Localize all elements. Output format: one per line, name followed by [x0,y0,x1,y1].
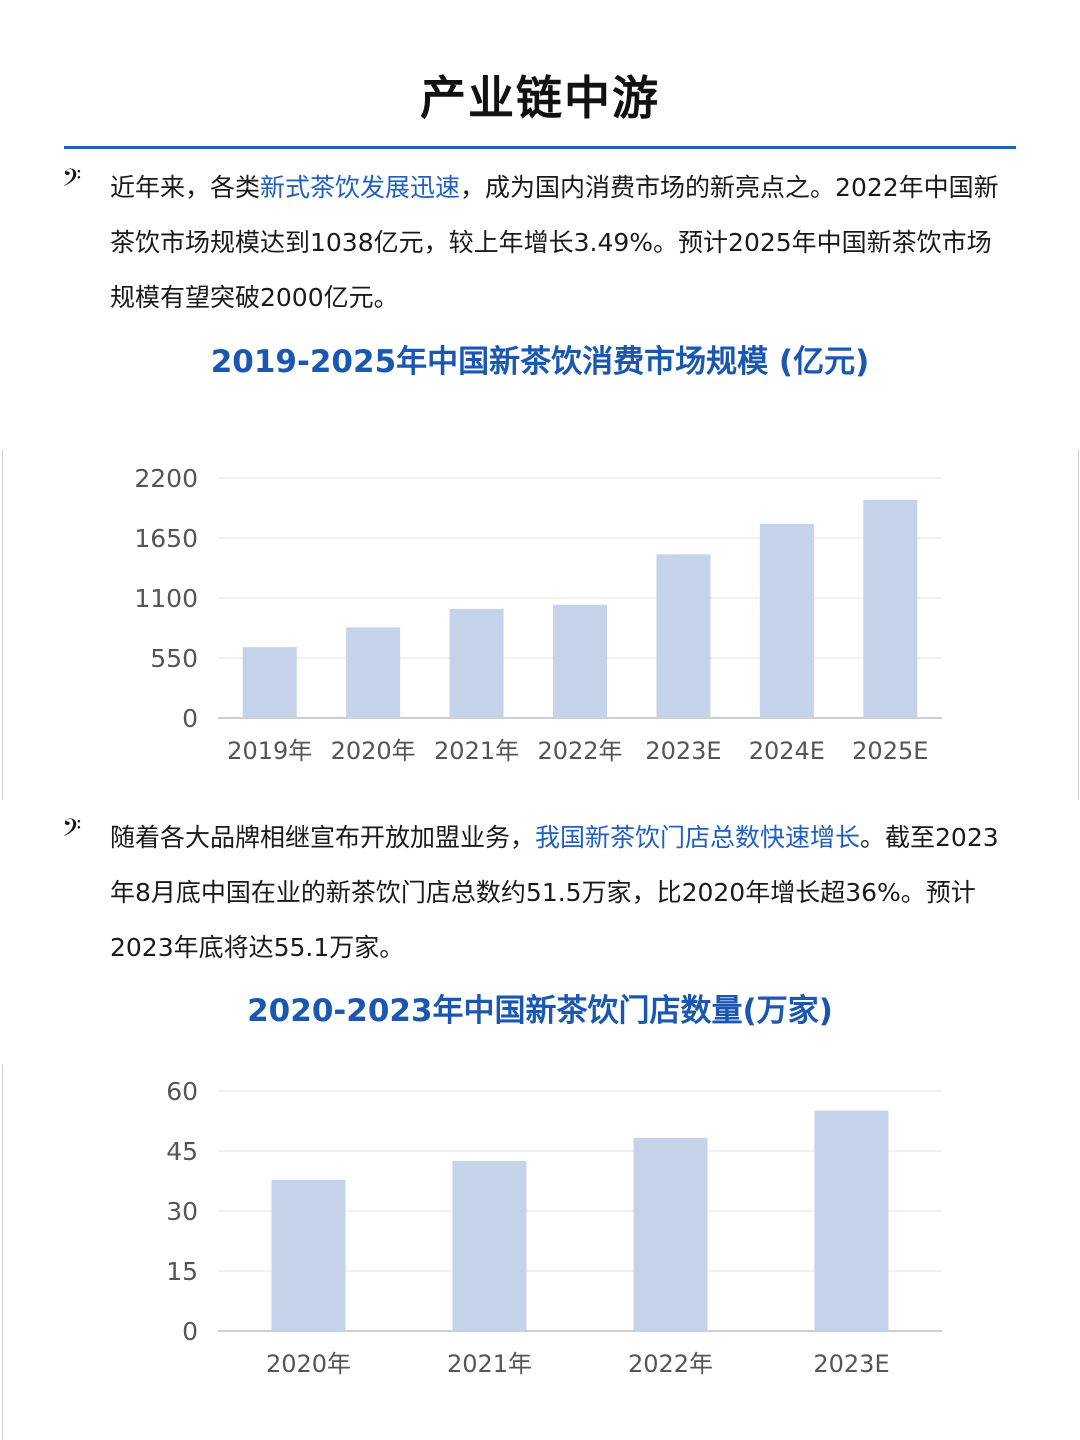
y-tick-label: 1100 [134,584,198,613]
paragraph-text-before: 随着各大品牌相继宣布开放加盟业务， [110,823,536,852]
x-tick-label: 2021年 [434,737,519,765]
bar [271,1179,346,1331]
bar [814,1110,889,1331]
paragraph-text: 随着各大品牌相继宣布开放加盟业务，我国新茶饮门店总数快速增长。截至2023年8月… [110,810,1016,975]
x-tick-label: 2020年 [331,737,416,765]
bar [553,604,607,718]
paragraph-text-after: 。截至2023年8月底中国在业的新茶饮门店总数约51.5万家，比2020年增长超… [110,823,999,962]
y-tick-label: 45 [166,1137,198,1166]
paragraph-text: 近年来，各类新式茶饮发展迅速，成为国内消费市场的新亮点之。2022年中国新茶饮市… [110,160,1016,325]
paragraph-store-count: 𝄢 随着各大品牌相继宣布开放加盟业务，我国新茶饮门店总数快速增长。截至2023年… [62,810,1016,975]
x-tick-label: 2022年 [628,1350,713,1378]
paragraph-market-size: 𝄢 近年来，各类新式茶饮发展迅速，成为国内消费市场的新亮点之。2022年中国新茶… [62,160,1016,325]
y-tick-label: 1650 [134,524,198,553]
chart-frame-left [2,1065,3,1440]
x-tick-label: 2023E [813,1350,889,1378]
bar [656,554,711,718]
bass-clef-icon: 𝄢 [62,814,82,849]
bar [452,1161,527,1331]
y-tick-label: 15 [166,1257,198,1286]
title-divider [64,146,1016,149]
paragraph-highlight: 新式茶饮发展迅速 [260,173,461,202]
store-count-chart: 0 15 30 45 60 2020年 2021年 2022年 2023E [166,1077,942,1378]
y-tick-label: 60 [166,1077,198,1106]
bar [346,627,401,718]
market-size-chart: 0 550 1100 1650 2200 2019年 2020年 2021年 2022年 2023… [134,464,942,765]
x-tick-label: 2020年 [266,1350,351,1378]
x-tick-label: 2023E [645,737,721,765]
chart-title-market-size: 2019-2025年中国新茶饮消费市场规模 (亿元) [210,344,870,380]
chart-frame-left [2,450,3,800]
bar [242,647,297,718]
y-tick-label: 550 [150,644,198,673]
x-tick-label: 2022年 [537,737,622,765]
x-tick-label: 2019年 [227,737,312,765]
bar [759,523,814,718]
y-tick-label: 30 [166,1197,198,1226]
x-tick-label: 2024E [749,737,825,765]
paragraph-highlight: 我国新茶饮门店总数快速增长 [535,823,861,852]
paragraph-text-before: 近年来，各类 [110,173,261,202]
chart-frame-right [1078,450,1079,800]
bar [449,608,504,718]
bar [863,499,918,718]
paragraph-text-after: ，成为国内消费市场的新亮点之。2022年中国新茶饮市场规模达到1038亿元，较上… [110,173,999,312]
y-tick-label: 0 [182,704,198,733]
bar [633,1137,708,1331]
page-title: 产业链中游 [420,71,660,125]
y-tick-label: 2200 [134,464,198,493]
x-tick-label: 2021年 [447,1350,532,1378]
bass-clef-icon: 𝄢 [62,164,82,199]
y-tick-label: 0 [182,1317,198,1346]
chart-title-store-count: 2020-2023年中国新茶饮门店数量(万家) [247,993,833,1029]
x-tick-label: 2025E [852,737,928,765]
